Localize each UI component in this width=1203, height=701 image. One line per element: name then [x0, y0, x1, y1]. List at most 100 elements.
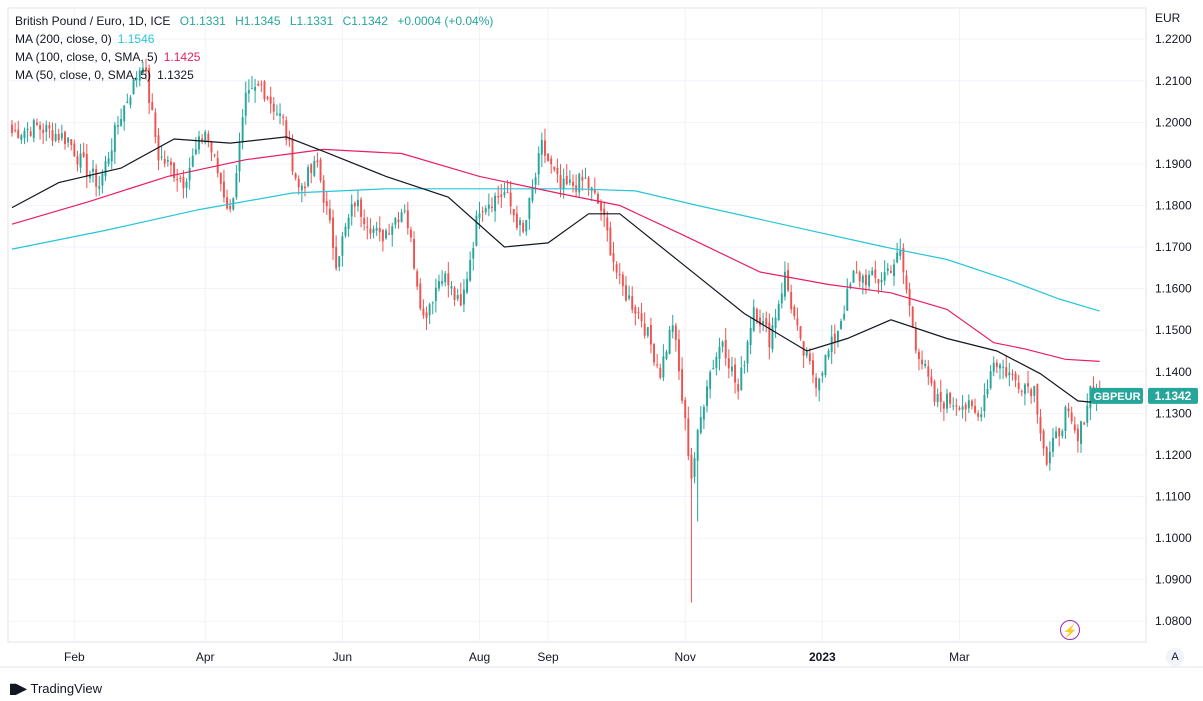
- candle: [304, 181, 306, 197]
- candle-body: [946, 393, 948, 409]
- candle: [67, 136, 70, 148]
- candle: [381, 229, 384, 252]
- flash-icon[interactable]: ⚡: [1060, 620, 1080, 640]
- candle: [494, 192, 497, 222]
- indicator-ma100[interactable]: MA (100, close, 0, SMA, 5) 1.1425: [15, 48, 493, 66]
- auto-scale-button[interactable]: A: [1166, 648, 1184, 666]
- candle: [967, 394, 970, 413]
- candle: [693, 452, 696, 484]
- candle-body: [176, 179, 179, 181]
- candle-body: [1083, 422, 1086, 425]
- candle: [902, 243, 905, 284]
- candle: [1048, 441, 1051, 471]
- candle-body: [992, 362, 995, 372]
- candle-body: [95, 169, 98, 187]
- candle-body: [967, 400, 970, 409]
- candle-body: [531, 187, 534, 201]
- candle: [547, 153, 550, 162]
- candle: [774, 308, 777, 338]
- candle-body: [815, 377, 818, 388]
- candle: [821, 371, 824, 383]
- candle-body: [515, 213, 518, 228]
- candle: [42, 123, 45, 145]
- candle-body: [350, 204, 353, 217]
- candle-body: [88, 174, 91, 179]
- candle: [905, 270, 908, 294]
- candle-body: [846, 289, 849, 311]
- candle-body: [596, 193, 599, 204]
- candle-body: [251, 88, 253, 90]
- candle: [422, 299, 425, 319]
- candle-body: [699, 417, 702, 433]
- candle: [369, 218, 372, 239]
- candle: [989, 365, 992, 390]
- candle-body: [453, 287, 456, 300]
- y-tick-label: 1.1000: [1155, 531, 1192, 545]
- candle-body: [39, 125, 42, 130]
- candle-body: [553, 166, 556, 170]
- candle: [718, 337, 721, 371]
- tradingview-branding[interactable]: ▮▶ TradingView: [9, 680, 102, 697]
- candle: [581, 169, 584, 191]
- candle-body: [512, 208, 515, 216]
- candle: [32, 118, 35, 143]
- candle: [328, 199, 331, 224]
- candle: [101, 169, 104, 194]
- candle: [936, 388, 939, 408]
- candle-body: [282, 116, 285, 118]
- candle: [1011, 369, 1014, 381]
- candle: [531, 179, 534, 204]
- candle-body: [198, 136, 200, 150]
- chart-legend: British Pound / Euro, 1D, ICE O1.1331 H1…: [15, 12, 493, 84]
- candle-body: [678, 339, 680, 372]
- candle-body: [459, 294, 462, 306]
- candle: [272, 97, 275, 121]
- candle-body: [92, 168, 94, 172]
- candle: [204, 129, 207, 145]
- candle-body: [310, 164, 313, 174]
- candle: [64, 130, 66, 150]
- indicator-ma50[interactable]: MA (50, close, 0, SMA, 5) 1.1325: [15, 66, 493, 84]
- candle: [908, 282, 911, 317]
- indicator-ma200[interactable]: MA (200, close, 0) 1.1546: [15, 30, 493, 48]
- candle: [995, 359, 998, 374]
- candle-body: [375, 227, 378, 231]
- candle-body: [1045, 447, 1048, 465]
- candle: [316, 152, 319, 168]
- candle-body: [715, 356, 718, 369]
- candle: [279, 103, 281, 125]
- candle-body: [740, 367, 743, 390]
- candle: [60, 124, 63, 141]
- candle-body: [646, 327, 649, 336]
- symbol-tag-label: GBPEUR: [1093, 391, 1140, 403]
- candle-body: [288, 137, 291, 141]
- candle-body: [681, 369, 684, 401]
- candle: [808, 348, 811, 365]
- candle: [438, 274, 440, 292]
- candle-body: [279, 113, 281, 116]
- candle-body: [14, 130, 17, 132]
- candle: [145, 58, 147, 80]
- candle-body: [734, 364, 737, 383]
- candle: [406, 201, 409, 235]
- candle-body: [45, 124, 48, 132]
- candle-body: [313, 161, 316, 176]
- candle-body: [35, 122, 38, 125]
- candle-body: [166, 160, 169, 162]
- candle: [974, 398, 977, 415]
- candle-body: [42, 129, 45, 134]
- candle-body: [765, 318, 768, 326]
- candle-body: [204, 131, 207, 143]
- candle: [640, 302, 643, 328]
- candle-body: [120, 119, 123, 126]
- candle: [827, 348, 830, 360]
- candle: [687, 406, 690, 461]
- candle-body: [369, 228, 372, 234]
- candle: [17, 120, 20, 139]
- candle-body: [235, 173, 238, 198]
- candle: [325, 191, 328, 215]
- candle: [54, 123, 57, 143]
- symbol-title[interactable]: British Pound / Euro, 1D, ICE: [15, 14, 171, 28]
- candle: [734, 357, 737, 394]
